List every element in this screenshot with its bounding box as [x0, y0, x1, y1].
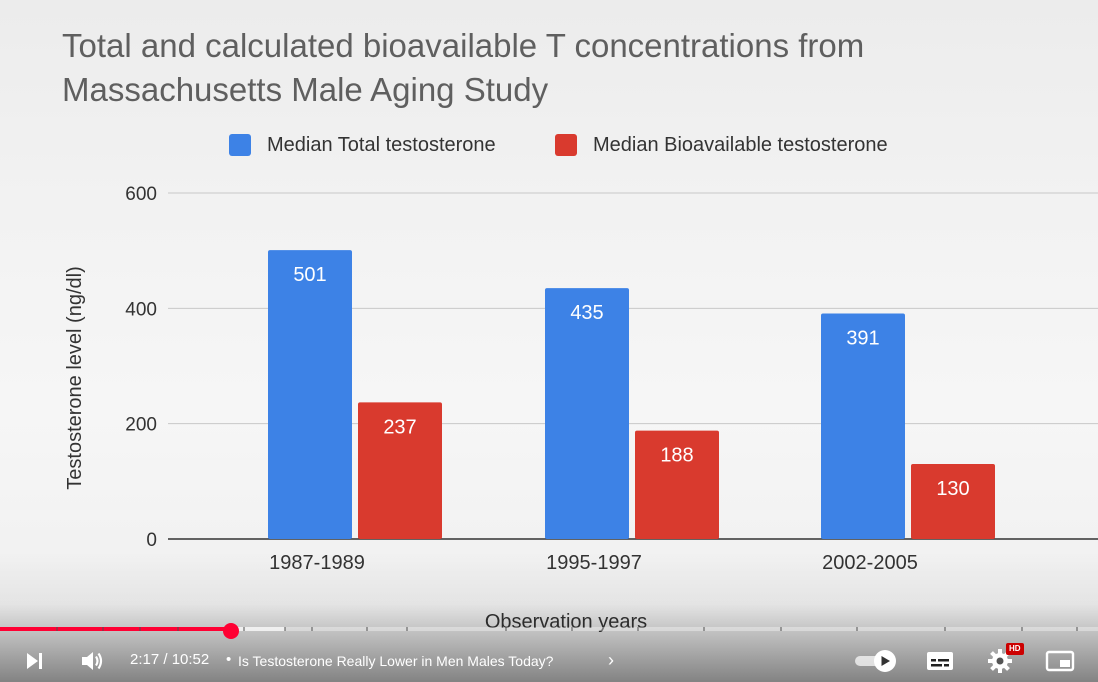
chart-legend: Median Total testosterone Median Bioavai… [0, 131, 1098, 159]
chapter-gap [856, 627, 859, 631]
chapter-gap [702, 627, 705, 631]
y-tick-label: 600 [125, 184, 157, 205]
chapter-gap [944, 627, 947, 631]
miniplayer-button[interactable] [1042, 646, 1078, 676]
chapter-gap [1021, 627, 1024, 631]
legend-label-bioavailable: Median Bioavailable testosterone [593, 133, 888, 156]
volume-button[interactable] [74, 646, 110, 676]
bar [821, 313, 905, 539]
next-button[interactable] [16, 646, 52, 676]
legend-label-total: Median Total testosterone [267, 133, 496, 156]
chapter-gap [570, 627, 573, 631]
x-tick-label: 2002-2005 [822, 552, 918, 574]
settings-button[interactable] [982, 646, 1018, 676]
x-tick-label: 1987-1989 [269, 552, 365, 574]
chapter-gap [505, 627, 508, 631]
progress-played [0, 627, 231, 631]
bar-value-label: 501 [293, 264, 326, 286]
progress-bar[interactable] [0, 623, 1098, 639]
player-controls: 2:17 / 10:52 • Is Testosterone Really Lo… [0, 623, 1098, 682]
chapter-gap [242, 627, 245, 631]
chapter-gap [176, 627, 179, 631]
time-display: 2:17 / 10:52 [130, 651, 210, 668]
bar [911, 464, 995, 539]
bar [635, 430, 719, 539]
bar-value-label: 237 [383, 416, 416, 438]
miniplayer-icon [1045, 650, 1075, 672]
chapter-gap [365, 627, 368, 631]
bar-value-label: 188 [660, 445, 693, 467]
chapter-gap [779, 627, 782, 631]
bar-value-label: 130 [936, 478, 969, 500]
legend-swatch-bioavailable [555, 134, 577, 156]
chapter-gap [636, 627, 639, 631]
chapter-gap [55, 627, 58, 631]
legend-item-bioavailable: Median Bioavailable testosterone [555, 131, 888, 159]
x-axis-title: Observation years [485, 611, 647, 633]
chart-title: Total and calculated bioavailable T conc… [62, 27, 865, 108]
bar-value-label: 435 [570, 302, 603, 324]
y-tick-label: 400 [125, 299, 157, 320]
y-axis-title: Testosterone level (ng/dl) [64, 266, 86, 489]
chapter-gap [406, 627, 409, 631]
chapter-gap [284, 627, 287, 631]
chapter-gap [1076, 627, 1079, 631]
autoplay-toggle[interactable] [852, 646, 900, 676]
chevron-right-icon[interactable]: › [608, 650, 614, 670]
subtitles-button[interactable] [922, 646, 958, 676]
hd-badge: HD [1006, 643, 1024, 655]
subtitles-icon [927, 652, 953, 670]
legend-item-total: Median Total testosterone [229, 131, 496, 159]
video-title-link[interactable]: Is Testosterone Really Lower in Men Male… [238, 653, 554, 669]
bar-chart: 0 200 400 600 501 435 391 237 188 130 1987-1989 199… [64, 184, 1098, 633]
next-icon [27, 653, 42, 669]
bar [268, 250, 352, 539]
y-tick-label: 0 [146, 530, 157, 551]
bar-value-label: 391 [846, 328, 879, 350]
settings-gear-icon [988, 649, 1012, 673]
bar [358, 402, 442, 539]
chapter-gap [139, 627, 142, 631]
y-tick-label: 200 [125, 415, 157, 436]
bar [545, 288, 629, 539]
autoplay-toggle-icon [855, 650, 896, 672]
legend-swatch-total [229, 134, 251, 156]
volume-icon [82, 652, 103, 670]
progress-scrubber[interactable] [222, 623, 239, 639]
chapter-gap [310, 627, 313, 631]
x-tick-label: 1995-1997 [546, 552, 642, 574]
chapter-gap [102, 627, 105, 631]
title-separator: • [226, 651, 232, 668]
